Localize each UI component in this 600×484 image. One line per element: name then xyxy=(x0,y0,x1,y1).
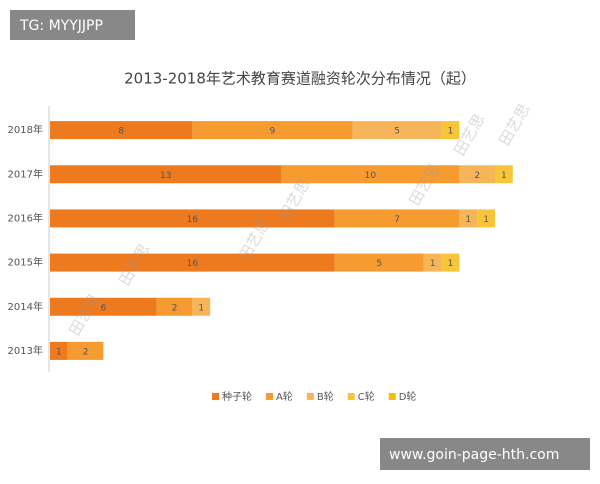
bar-segment xyxy=(459,209,478,228)
badge-bottom: www.goin-page-hth.com xyxy=(389,447,559,463)
legend-label: D轮 xyxy=(399,390,417,403)
bar-segment xyxy=(50,253,335,272)
data-label: 1 xyxy=(198,303,204,313)
badge-top: TG: MYYJJPP xyxy=(19,18,103,34)
badge-bottom-bg xyxy=(380,438,590,470)
data-label: 16 xyxy=(187,259,199,269)
data-label: 1 xyxy=(465,215,471,225)
bar-segment xyxy=(441,121,460,140)
bar-segment xyxy=(67,341,104,360)
bar-segment xyxy=(50,341,68,360)
bar-segment xyxy=(352,121,442,140)
legend-swatch xyxy=(212,393,219,400)
data-label: 2 xyxy=(474,171,480,181)
data-label: 8 xyxy=(118,127,124,137)
y-tick-label: 2014年 xyxy=(8,300,43,313)
y-tick-label: 2018年 xyxy=(8,123,43,136)
bar-segment xyxy=(334,253,424,272)
bar-segment xyxy=(495,165,513,184)
badge-top-bg xyxy=(10,10,135,40)
bar-segment xyxy=(50,209,335,228)
bar-segment xyxy=(192,121,353,140)
bar-segment xyxy=(477,209,495,228)
data-label: 5 xyxy=(394,127,400,137)
data-label: 13 xyxy=(160,171,171,181)
legend-swatch xyxy=(347,393,355,400)
y-tick-label: 2015年 xyxy=(8,256,43,269)
bar-segment xyxy=(50,121,193,140)
y-tick-label: 2016年 xyxy=(8,211,43,224)
data-label: 2 xyxy=(172,303,178,313)
legend-label: A轮 xyxy=(276,390,293,403)
bar-segment xyxy=(459,165,495,184)
chart-title: 2013-2018年艺术教育赛道融资轮次分布情况（起） xyxy=(124,70,476,88)
legend-label: C轮 xyxy=(358,390,375,403)
legend-label: 种子轮 xyxy=(222,390,252,403)
data-label: 7 xyxy=(394,215,400,225)
legend-swatch xyxy=(306,393,314,400)
bar-segment xyxy=(50,165,282,184)
bar-segment xyxy=(441,253,460,272)
data-label: 1 xyxy=(56,347,62,357)
data-label: 2 xyxy=(83,347,89,357)
data-label: 1 xyxy=(501,171,507,181)
bar-segment xyxy=(156,297,193,316)
data-label: 6 xyxy=(101,303,107,313)
data-label: 1 xyxy=(483,215,489,225)
y-tick-label: 2017年 xyxy=(8,167,43,180)
data-label: 1 xyxy=(430,259,436,269)
data-label: 10 xyxy=(365,171,377,181)
legend: 种子轮 A轮 B轮 C轮 D轮 xyxy=(212,390,416,403)
legend-label: B轮 xyxy=(317,390,334,403)
bar-segment xyxy=(281,165,460,184)
data-label: 5 xyxy=(376,259,382,269)
bar-segment xyxy=(334,209,460,228)
data-label: 16 xyxy=(187,215,199,225)
data-label: 9 xyxy=(270,127,276,137)
bar-segment xyxy=(423,253,442,272)
data-label: 1 xyxy=(448,259,454,269)
legend-swatch xyxy=(266,393,273,400)
y-tick-label: 2013年 xyxy=(8,344,43,357)
data-label: 1 xyxy=(448,127,454,137)
bar-segment xyxy=(192,297,211,316)
legend-swatch xyxy=(388,393,396,400)
bar-segment xyxy=(50,297,157,316)
